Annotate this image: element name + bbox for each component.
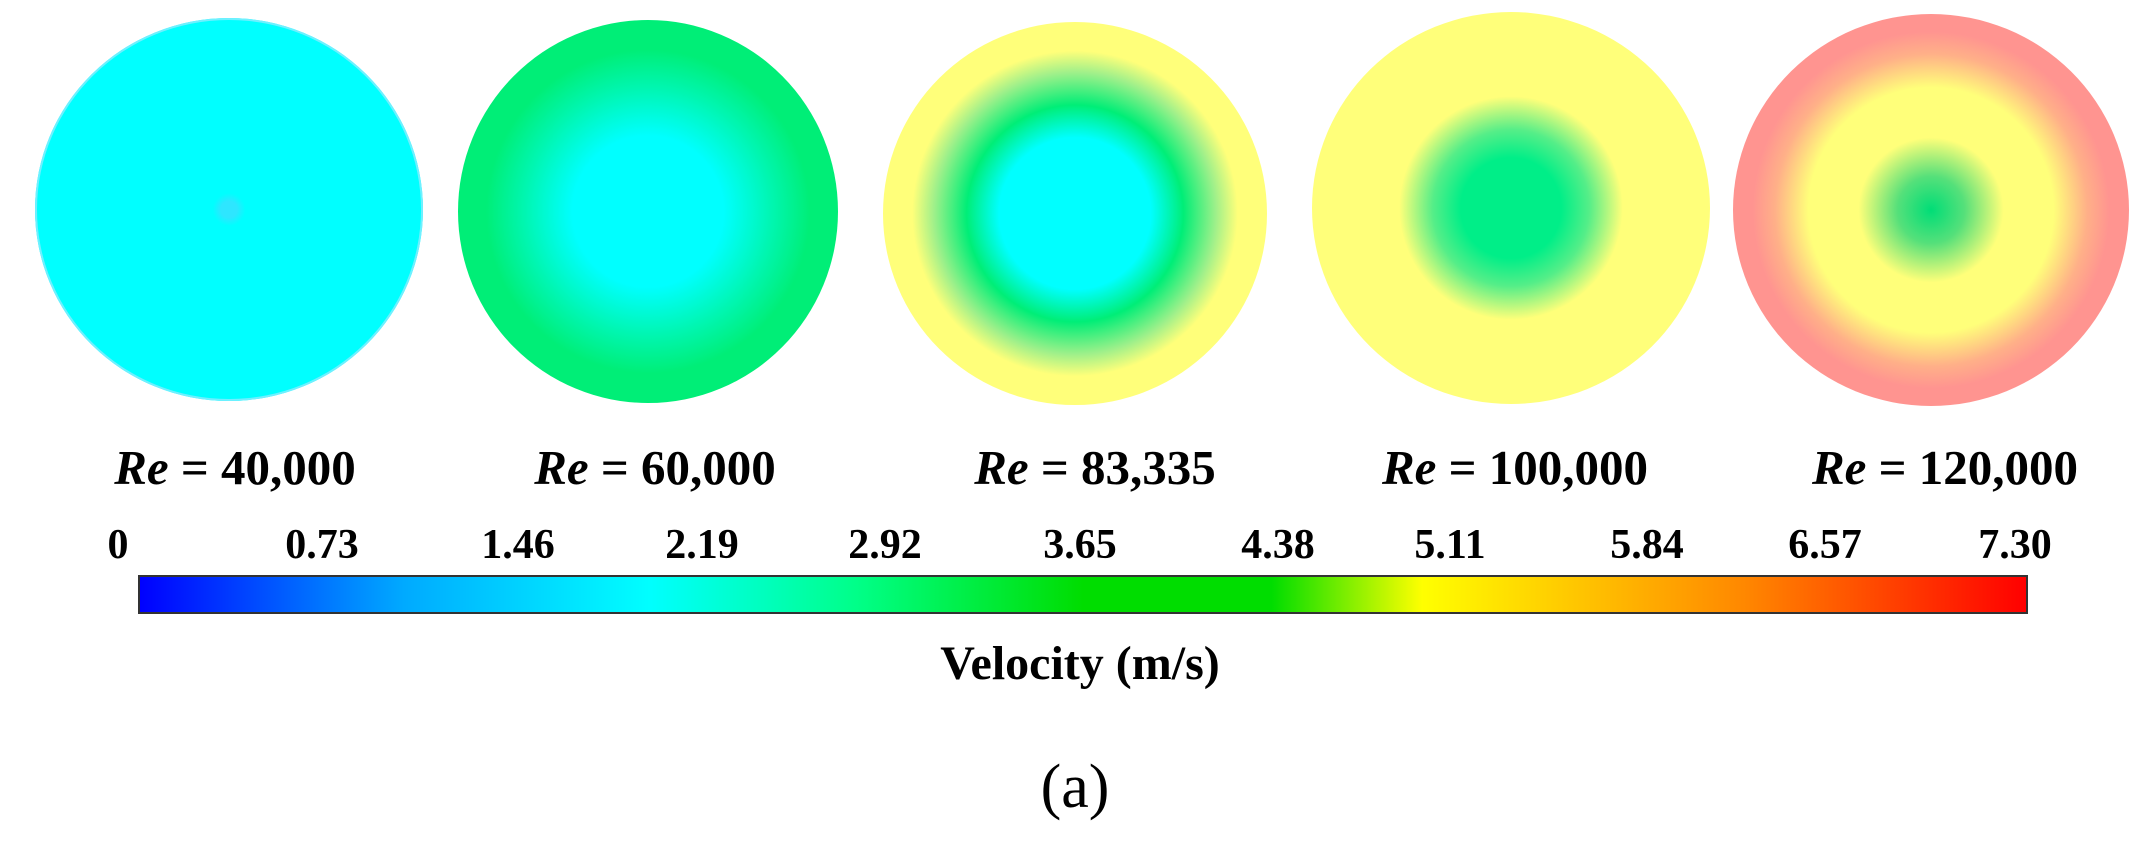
re-symbol: Re xyxy=(1811,440,1867,495)
re-value: = 83,335 xyxy=(1028,440,1216,495)
re-symbol: Re xyxy=(114,440,169,495)
contour-re-120000 xyxy=(1733,14,2129,406)
re-value: = 40,000 xyxy=(168,440,356,495)
figure-label: (a) xyxy=(1040,753,1110,821)
colorbar-tick: 2.92 xyxy=(848,522,922,568)
colorbar-tick: 5.11 xyxy=(1414,522,1486,568)
contour-re-40000 xyxy=(35,18,423,401)
re-label-1: Re = 60,000 xyxy=(515,438,795,498)
re-value: = 100,000 xyxy=(1436,440,1649,495)
colorbar-tick: 0.73 xyxy=(285,522,359,568)
re-label-4: Re = 120,000 xyxy=(1790,438,2100,498)
colorbar-tick: 5.84 xyxy=(1610,522,1684,568)
re-value: = 60,000 xyxy=(588,440,776,495)
contour-re-60000 xyxy=(458,20,838,403)
colorbar-tick: 3.65 xyxy=(1043,522,1117,568)
colorbar-tick: 2.19 xyxy=(665,522,739,568)
re-label-0: Re = 40,000 xyxy=(95,438,375,498)
colorbar-tick: 1.46 xyxy=(481,522,555,568)
re-symbol: Re xyxy=(974,440,1029,495)
velocity-colorbar xyxy=(138,575,2028,614)
re-label-3: Re = 100,000 xyxy=(1360,438,1670,498)
re-symbol: Re xyxy=(1381,440,1437,495)
colorbar-tick: 7.30 xyxy=(1978,522,2052,568)
colorbar-tick: 4.38 xyxy=(1241,522,1315,568)
re-symbol: Re xyxy=(534,440,589,495)
re-value: = 120,000 xyxy=(1866,440,2079,495)
re-label-2: Re = 83,335 xyxy=(955,438,1235,498)
contour-re-83335 xyxy=(883,22,1267,405)
contour-re-100000 xyxy=(1312,12,1710,404)
colorbar-title: Velocity (m/s) xyxy=(940,637,1220,690)
colorbar-tick: 6.57 xyxy=(1788,522,1862,568)
colorbar-tick: 0 xyxy=(107,522,129,568)
